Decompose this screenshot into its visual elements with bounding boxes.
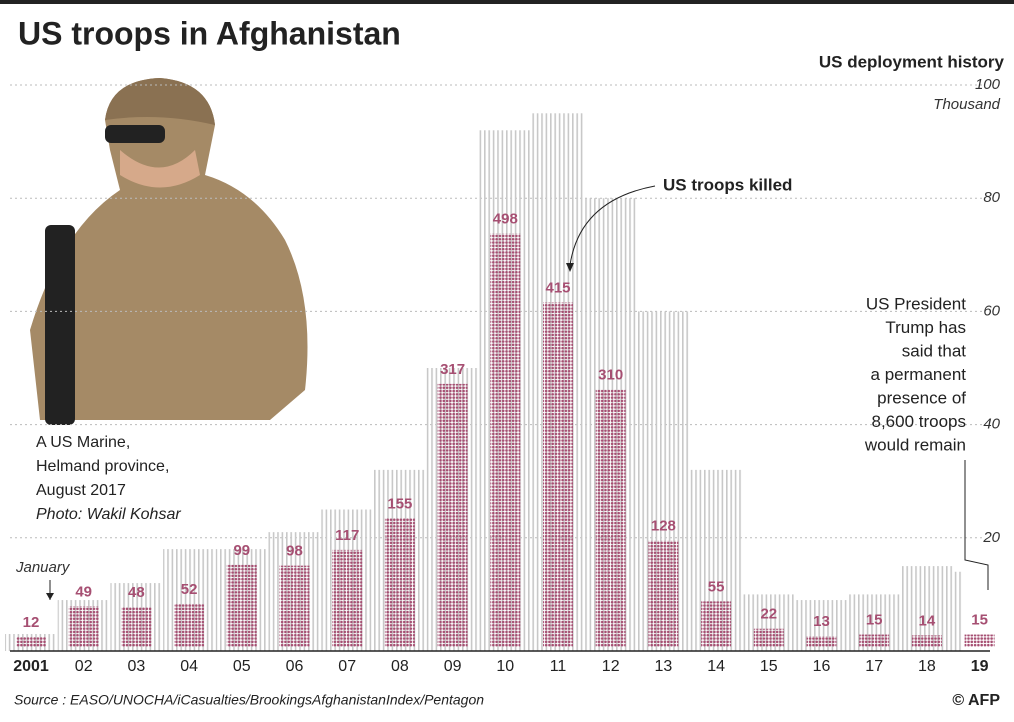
subtitle: US deployment history (819, 52, 1005, 71)
x-tick-label: 06 (286, 658, 304, 675)
data-label: 48 (128, 584, 145, 601)
annotation: Trump has (885, 318, 966, 337)
data-label: 128 (651, 518, 676, 535)
x-tick-label: 2001 (13, 658, 49, 675)
data-label: 13 (813, 613, 830, 630)
data-label: 317 (440, 361, 465, 378)
photo-credit: Photo: Wakil Kohsar (36, 506, 181, 523)
credit: © AFP (952, 692, 1000, 709)
killed-column (490, 233, 521, 647)
data-label: 415 (545, 280, 570, 297)
data-label: 310 (598, 367, 623, 384)
killed-column (68, 606, 99, 647)
x-tick-label: 08 (391, 658, 409, 675)
annotation-pointer (964, 460, 989, 590)
x-tick-label: 18 (918, 658, 936, 675)
source: Source : EASO/UNOCHA/iCasualties/Brookin… (14, 692, 484, 708)
killed-column (964, 634, 995, 647)
data-label: 22 (760, 606, 777, 623)
x-tick-label: 12 (602, 658, 620, 675)
x-tick-label: 07 (338, 658, 356, 675)
annotation: a permanent (871, 365, 967, 384)
caption: A US Marine, (36, 434, 130, 451)
x-tick-label: 05 (233, 658, 251, 675)
data-label: 498 (493, 211, 518, 228)
annotation: US troops killed (663, 175, 792, 194)
chart-title: US troops in Afghanistan (18, 15, 401, 51)
caption: August 2017 (36, 482, 126, 499)
killed-column (226, 564, 257, 647)
annotation: presence of (877, 388, 966, 407)
killed-column (753, 628, 784, 647)
photo (30, 78, 308, 425)
x-tick-label: 03 (128, 658, 146, 675)
killed-column (806, 636, 837, 647)
killed-column (16, 637, 46, 647)
data-label: 117 (335, 527, 359, 544)
annotation: January (15, 559, 71, 576)
x-tick-label: 16 (813, 658, 831, 675)
x-tick-label: 15 (760, 658, 778, 675)
killed-column (384, 518, 415, 647)
y-unit: Thousand (933, 96, 1000, 113)
data-label: 52 (181, 581, 198, 598)
x-tick-label: 02 (75, 658, 93, 675)
data-label: 15 (971, 612, 988, 629)
killed-column (911, 635, 942, 647)
data-label: 15 (866, 612, 883, 629)
caption: Helmand province, (36, 458, 169, 475)
y-tick-label: 20 (982, 529, 1000, 546)
x-tick-label: 17 (865, 658, 883, 675)
y-tick-label: 100 (975, 76, 1001, 93)
data-label: 155 (387, 495, 412, 512)
data-label: 99 (233, 542, 250, 559)
killed-column (859, 634, 890, 647)
annotation: US President (866, 294, 966, 313)
data-label: 12 (23, 614, 40, 631)
killed-column (279, 565, 310, 647)
x-tick-label: 14 (707, 658, 725, 675)
killed-column (121, 607, 152, 647)
y-tick-label: 40 (983, 416, 1000, 433)
y-tick-label: 80 (983, 189, 1000, 206)
annotation-pointer (569, 185, 656, 266)
annotation: 8,600 troops (871, 412, 966, 431)
y-tick-label: 60 (983, 302, 1000, 319)
top-rule (0, 0, 1014, 4)
annotation: would remain (864, 435, 966, 454)
x-tick-label: 19 (971, 658, 989, 675)
arrowhead (566, 263, 574, 272)
killed-column (543, 302, 573, 647)
killed-column (648, 540, 679, 647)
arrowhead (46, 593, 54, 600)
x-tick-label: 13 (655, 658, 673, 675)
data-label: 14 (919, 612, 936, 629)
killed-column (701, 601, 732, 647)
x-tick-label: 11 (550, 658, 567, 675)
data-label: 49 (75, 583, 92, 600)
killed-column (174, 603, 205, 647)
killed-column (595, 389, 626, 647)
data-label: 55 (708, 578, 725, 595)
x-tick-label: 10 (496, 658, 514, 675)
killed-column (437, 383, 468, 647)
data-label: 98 (286, 543, 303, 560)
annotation: said that (902, 341, 967, 360)
deployment-bar (953, 571, 962, 651)
killed-column (332, 549, 363, 647)
x-tick-label: 04 (180, 658, 198, 675)
x-tick-label: 09 (444, 658, 462, 675)
